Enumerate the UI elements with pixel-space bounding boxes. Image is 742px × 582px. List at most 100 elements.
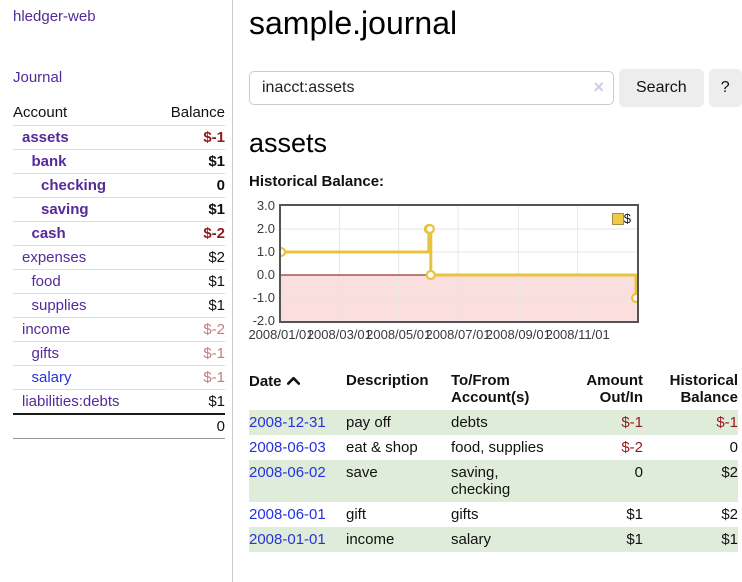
account-balance: 0 bbox=[153, 173, 225, 198]
account-name-cell: cash bbox=[13, 221, 154, 246]
account-name-cell: supplies bbox=[13, 293, 154, 318]
register-amount: $-1 bbox=[621, 414, 643, 431]
x-axis-tick-label: 2008/05/01 bbox=[366, 327, 432, 342]
register-date-link[interactable]: 2008-12-31 bbox=[249, 414, 326, 431]
account-row: salary $-1 bbox=[13, 365, 225, 390]
accounts-total-spacer bbox=[13, 413, 154, 439]
sidebar-account-assets[interactable]: assets bbox=[22, 129, 69, 146]
account-balance: $-1 bbox=[153, 341, 225, 366]
account-row: assets $-1 bbox=[13, 126, 225, 150]
account-row: cash $-2 bbox=[13, 221, 225, 246]
x-axis-tick-label: 2008/01/01 bbox=[248, 327, 314, 342]
account-balance: $1 bbox=[153, 389, 225, 414]
register-header-date[interactable]: Date bbox=[249, 370, 346, 410]
sidebar-account-saving[interactable]: saving bbox=[41, 201, 89, 218]
register-row: 2008-12-31 pay off debts $-1 $-1 bbox=[249, 410, 738, 435]
y-axis-tick-label: 1.0 bbox=[256, 244, 275, 259]
account-balance: $-1 bbox=[153, 365, 225, 390]
register-table: Date Description To/From Account(s) Amou… bbox=[249, 370, 738, 552]
register-tofrom-accounts: food, supplies bbox=[451, 439, 544, 456]
register-amount: $-2 bbox=[621, 439, 643, 456]
register-row: 2008-01-01 income salary $1 $1 bbox=[249, 527, 738, 552]
register-balance: $1 bbox=[721, 531, 738, 548]
accounts-header-balance: Balance bbox=[153, 101, 225, 126]
account-balance: $-1 bbox=[203, 129, 225, 146]
sidebar-account-bank[interactable]: bank bbox=[31, 153, 67, 170]
register-tofrom-accounts: saving, checking bbox=[451, 464, 511, 498]
account-name-cell: liabilities:debts bbox=[13, 389, 154, 414]
account-balance: $1 bbox=[153, 269, 225, 294]
register-date-link[interactable]: 2008-01-01 bbox=[249, 531, 326, 548]
register-header-balance[interactable]: Historical Balance bbox=[669, 372, 738, 406]
sidebar-account-income[interactable]: income bbox=[22, 321, 71, 338]
register-balance: $2 bbox=[721, 506, 738, 523]
account-row: supplies $1 bbox=[13, 293, 225, 318]
register-description: gift bbox=[346, 506, 367, 523]
sidebar-account-expenses[interactable]: expenses bbox=[22, 249, 87, 266]
sidebar-account-liabilities-debts[interactable]: liabilities:debts bbox=[22, 393, 120, 410]
account-row: liabilities:debts $1 bbox=[13, 389, 225, 414]
search-button[interactable]: Search bbox=[619, 69, 704, 107]
x-axis-tick-label: 2008/11/01 bbox=[545, 327, 610, 342]
account-balance: $2 bbox=[153, 245, 225, 270]
help-button[interactable]: ? bbox=[708, 69, 742, 107]
search-input-wrap: × bbox=[249, 71, 614, 105]
sidebar-account-food[interactable]: food bbox=[31, 273, 61, 290]
register-tofrom-accounts: debts bbox=[451, 414, 488, 431]
account-name-cell: income bbox=[13, 317, 154, 342]
register-header-amount[interactable]: Amount Out/In bbox=[586, 372, 643, 406]
account-row: expenses $2 bbox=[13, 245, 225, 270]
register-date: 2008-06-03 bbox=[249, 435, 346, 460]
page-title: sample.journal bbox=[249, 5, 458, 41]
register-description: eat & shop bbox=[346, 439, 418, 456]
register-date-link[interactable]: 2008-06-03 bbox=[249, 439, 326, 456]
register-balance: $2 bbox=[721, 464, 738, 481]
y-axis-tick-label: 0.0 bbox=[256, 267, 275, 282]
account-name-cell: food bbox=[13, 269, 154, 294]
register-balance: 0 bbox=[729, 439, 738, 456]
account-heading: assets bbox=[249, 128, 328, 158]
chart-title: Historical Balance: bbox=[249, 173, 385, 190]
x-axis-tick-label: 2008/09/01 bbox=[485, 327, 551, 342]
data-point-marker bbox=[630, 292, 637, 304]
x-axis-tick-label: 2008/07/01 bbox=[425, 327, 491, 342]
sidebar-item-journal[interactable]: Journal bbox=[13, 69, 63, 86]
register-date: 2008-12-31 bbox=[249, 410, 346, 435]
register-row: 2008-06-03 eat & shop food, supplies $-2 0 bbox=[249, 435, 738, 460]
register-description: pay off bbox=[346, 414, 391, 431]
register-date: 2008-01-01 bbox=[249, 527, 346, 552]
account-row: bank $1 bbox=[13, 149, 225, 174]
sidebar-account-gifts[interactable]: gifts bbox=[31, 345, 60, 362]
account-row: food $1 bbox=[13, 269, 225, 294]
data-point-marker bbox=[281, 246, 287, 258]
register-date-link[interactable]: 2008-06-01 bbox=[249, 506, 326, 523]
chart-plot-area: $ bbox=[279, 204, 639, 323]
sidebar-account-checking[interactable]: checking bbox=[41, 177, 107, 194]
accounts-total-row: 0 bbox=[13, 413, 225, 439]
y-axis-tick-label: -1.0 bbox=[252, 290, 275, 305]
register-header-row: Date Description To/From Account(s) Amou… bbox=[249, 370, 738, 410]
account-name-cell: salary bbox=[13, 365, 154, 390]
register-header-date-label: Date bbox=[249, 373, 282, 390]
register-date-link[interactable]: 2008-06-02 bbox=[249, 464, 326, 481]
register-balance: $-1 bbox=[716, 414, 738, 431]
sidebar-account-salary[interactable]: salary bbox=[31, 369, 72, 386]
main-content: sample.journal × Search ? assets Histori… bbox=[234, 0, 742, 552]
search-input[interactable] bbox=[249, 71, 614, 105]
register-date: 2008-06-02 bbox=[249, 460, 346, 502]
register-header-tofrom[interactable]: To/From Account(s) bbox=[451, 372, 530, 406]
sidebar-account-cash[interactable]: cash bbox=[31, 225, 66, 242]
account-row: gifts $-1 bbox=[13, 341, 225, 366]
register-row: 2008-06-01 gift gifts $1 $2 bbox=[249, 502, 738, 527]
sidebar-account-supplies[interactable]: supplies bbox=[31, 297, 87, 314]
sidebar: hledger-web Journal Account Balance asse… bbox=[0, 0, 233, 582]
register-amount: $1 bbox=[626, 506, 643, 523]
legend-label: $ bbox=[623, 211, 631, 226]
y-axis-tick-label: 2.0 bbox=[256, 221, 275, 236]
clear-search-icon[interactable]: × bbox=[593, 77, 604, 97]
accounts-header-account: Account bbox=[13, 101, 154, 126]
search-form: × Search ? bbox=[249, 69, 742, 107]
account-name-cell: checking bbox=[13, 173, 154, 198]
register-header-description[interactable]: Description bbox=[346, 372, 429, 389]
app-brand-link[interactable]: hledger-web bbox=[13, 8, 96, 25]
